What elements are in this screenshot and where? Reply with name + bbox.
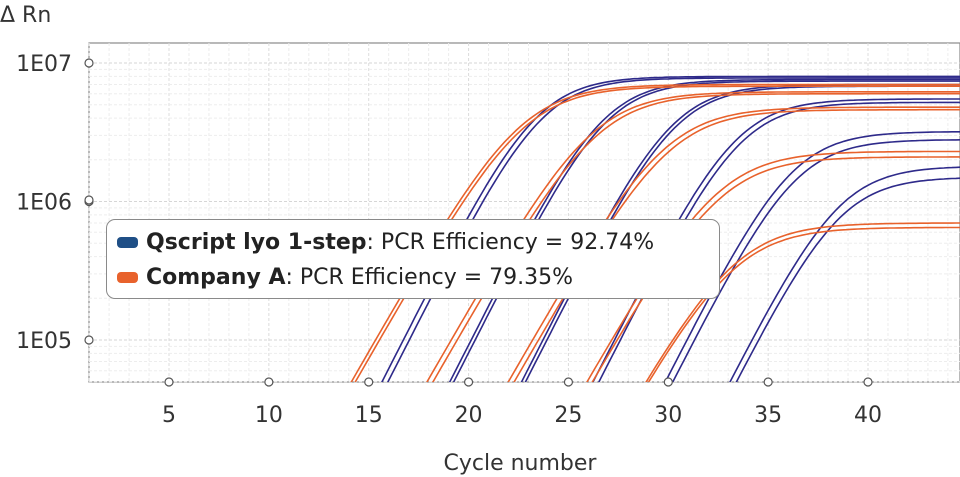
x-axis-title: Cycle number	[444, 451, 598, 476]
legend-series-name: Qscript lyo 1-step	[146, 230, 367, 255]
x-tick-label: 40	[854, 403, 882, 428]
legend-series-name: Company A	[146, 265, 286, 290]
y-tick-labels: 1E05 1E06 1E07	[16, 52, 72, 354]
y-axis-marker	[84, 335, 94, 345]
amplification-curve	[664, 130, 960, 382]
legend-swatch-orange	[117, 272, 138, 283]
plot-area	[88, 42, 960, 383]
x-tick-label: 5	[162, 403, 176, 428]
amplification-curve	[647, 226, 960, 382]
x-axis-marker	[863, 377, 873, 387]
y-axis-marker	[84, 58, 94, 68]
x-tick-label: 35	[754, 403, 782, 428]
y-tick-label: 1E07	[16, 52, 72, 77]
y-tick-label: 1E06	[16, 191, 72, 216]
x-axis-marker	[463, 377, 474, 387]
amplification-curve	[586, 150, 960, 382]
x-tick-label: 10	[255, 403, 283, 428]
amplification-curve	[591, 156, 960, 382]
amplification-curve	[671, 139, 960, 382]
y-axis-title: Δ Rn	[0, 3, 51, 28]
x-axis-marker	[264, 377, 274, 387]
x-tick-label: 15	[355, 403, 383, 428]
grid-lines	[88, 43, 960, 383]
y-tick-label: 1E05	[16, 329, 72, 354]
x-tick-label: 30	[654, 403, 682, 428]
axis-markers	[84, 58, 873, 387]
y-axis-marker	[84, 195, 94, 205]
x-axis-marker	[364, 377, 374, 387]
legend-item-company-a: Company A : PCR Efficiency = 79.35%	[117, 265, 573, 290]
x-tick-labels: 5 10 15 20 25 30 35 40	[162, 403, 882, 428]
legend-swatch-blue	[117, 237, 138, 248]
x-axis-marker	[763, 377, 773, 387]
x-tick-label: 20	[455, 403, 483, 428]
legend-efficiency-text: : PCR Efficiency = 79.35%	[285, 265, 574, 290]
x-axis-marker	[164, 377, 174, 387]
legend-item-qscript: Qscript lyo 1-step : PCR Efficiency = 92…	[117, 230, 654, 255]
legend-efficiency-text: : PCR Efficiency = 92.74%	[366, 230, 655, 255]
x-axis-marker	[663, 377, 673, 387]
x-tick-label: 25	[554, 403, 582, 428]
amplification-curve	[645, 222, 960, 382]
x-axis-marker	[563, 377, 574, 387]
amplification-curve	[735, 177, 960, 382]
legend: Qscript lyo 1-step : PCR Efficiency = 92…	[106, 219, 720, 299]
amplification-curve	[729, 166, 960, 382]
